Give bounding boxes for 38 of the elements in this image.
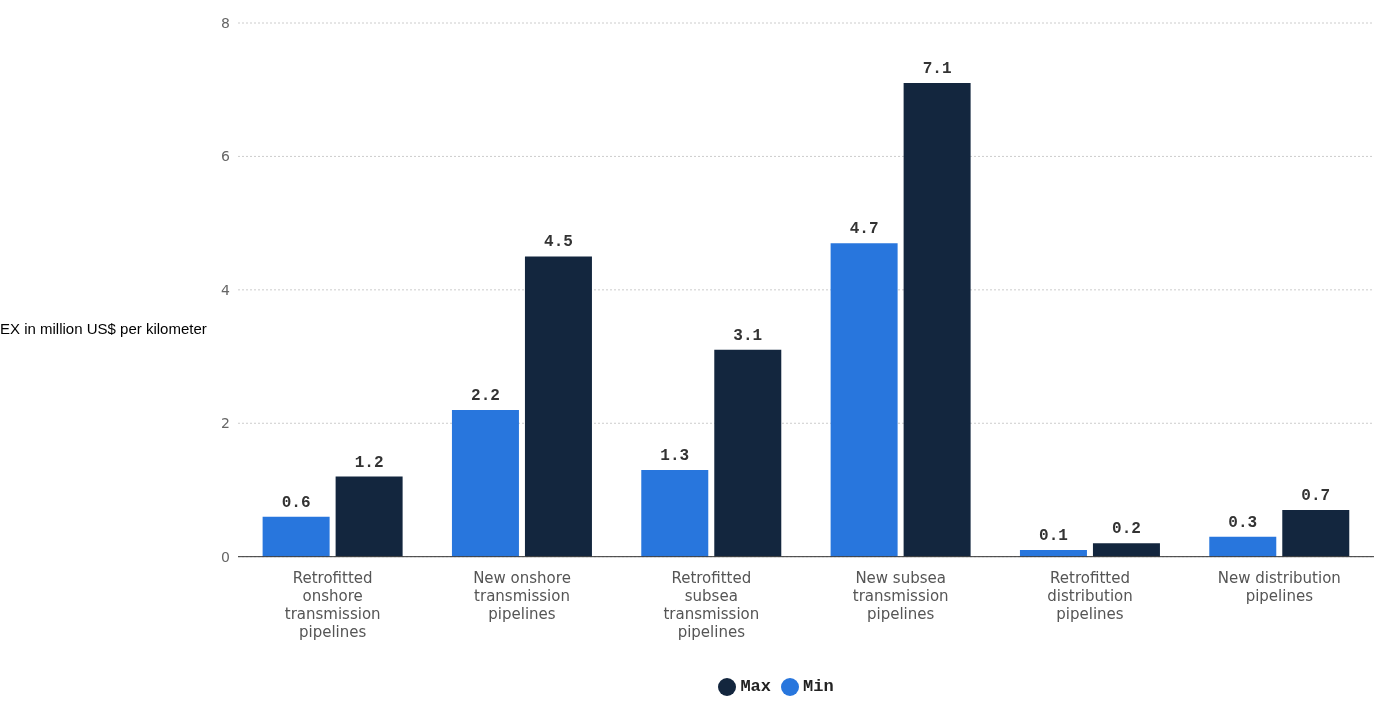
- bar: [830, 243, 898, 557]
- x-tick-label: New subsea transmission pipelines: [852, 568, 949, 623]
- data-label: 0.1: [1039, 527, 1068, 545]
- data-label: 0.7: [1301, 486, 1331, 505]
- bar: [714, 349, 782, 557]
- legend-label: Max: [740, 676, 771, 696]
- y-tick-label: 2: [221, 415, 230, 432]
- data-label: 0.2: [1112, 520, 1141, 539]
- legend-label: Min: [803, 676, 834, 696]
- bar: [1282, 509, 1350, 557]
- data-label: 1.2: [354, 453, 384, 472]
- bar: [641, 469, 709, 557]
- x-tick-label: Retrofitted distribution pipelines: [1047, 568, 1133, 623]
- bar: [903, 83, 971, 557]
- y-tick-label: 0: [221, 548, 230, 565]
- x-tick-label: Retrofitted onshore transmission pipelines: [284, 568, 381, 641]
- bar: [1019, 550, 1087, 557]
- bar: [524, 256, 592, 557]
- data-label: 0.3: [1228, 513, 1258, 532]
- data-label: 4.5: [544, 233, 573, 252]
- data-label: 1.3: [660, 446, 690, 465]
- y-tick-label: 6: [221, 148, 231, 165]
- bar: [335, 476, 403, 557]
- data-label: 4.7: [849, 220, 879, 239]
- data-label: 3.1: [733, 326, 763, 345]
- data-label: 7.1: [922, 60, 952, 79]
- y-tick-label: 8: [221, 14, 230, 31]
- bar: [1092, 543, 1160, 557]
- y-tick-label: 4: [221, 281, 231, 298]
- x-tick-label: New distribution pipelines: [1217, 568, 1341, 605]
- bar: [1209, 536, 1277, 557]
- y-axis-title: EX in million US$ per kilometer: [0, 320, 207, 337]
- bar: [262, 516, 330, 557]
- x-tick-label: New onshore transmission pipelines: [473, 568, 571, 623]
- x-tick-label: Retrofitted subsea transmission pipelines: [663, 568, 760, 641]
- data-label: 0.6: [281, 493, 311, 512]
- bar: [451, 409, 519, 557]
- data-label: 2.2: [471, 386, 500, 405]
